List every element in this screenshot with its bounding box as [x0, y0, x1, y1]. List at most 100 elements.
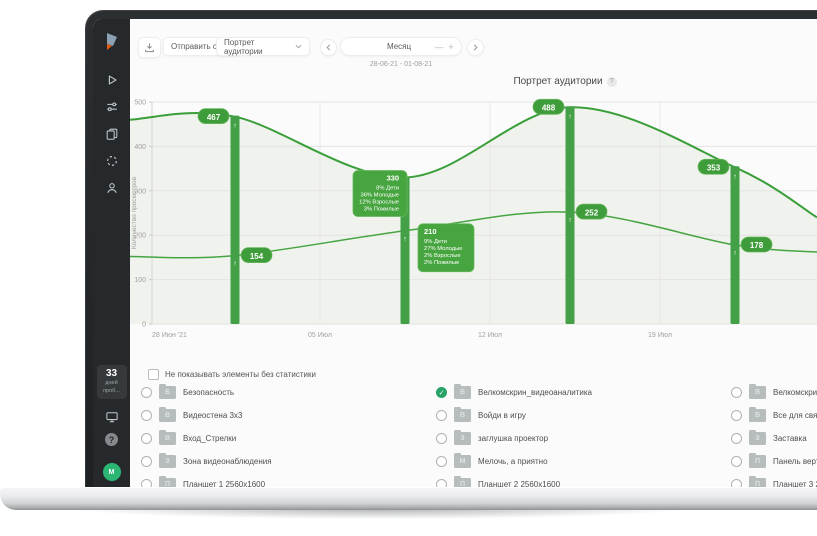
radio-unchecked[interactable] [141, 479, 152, 487]
radio-unchecked[interactable] [436, 433, 447, 444]
report-type-dropdown[interactable]: Портрет аудитории [216, 37, 310, 56]
prev-period-button[interactable] [320, 39, 337, 56]
chart-title-text: Портрет аудитории [513, 76, 603, 87]
filter-item[interactable]: В Видеостена 3x3 [133, 404, 428, 427]
filter-item[interactable]: В Все для связи [723, 404, 817, 427]
trial-badge[interactable]: 33 дней проб... [96, 365, 127, 399]
filter-item-label: Вход_Стрелки [183, 434, 237, 443]
folder-letter: В [754, 389, 761, 396]
folder-icon: В [159, 429, 176, 445]
period-selector[interactable]: Месяц — + [340, 37, 462, 56]
radio-unchecked[interactable] [731, 433, 742, 444]
value-badge-text: 178 [750, 241, 764, 250]
radio-unchecked[interactable] [141, 387, 152, 398]
breakdown-tooltip [417, 223, 475, 273]
radio-unchecked[interactable] [436, 479, 447, 487]
filter-item[interactable]: П Планшет 1 2560x1600 [133, 473, 428, 487]
tooltip-breakdown-line: 2% Взрослые [424, 253, 461, 259]
spinner-icon[interactable] [105, 154, 119, 168]
filter-column: ✓ В Велкомскрин_видеоаналитика В Войди в игр… [428, 381, 723, 487]
chevron-right-icon [472, 44, 479, 51]
arrow-up-icon: ↑ [733, 250, 737, 257]
trial-days: 33 [105, 368, 118, 380]
filter-column: В Велкомскрин_видеоаналитика В Все для связ… [723, 381, 817, 487]
filter-item[interactable]: П Панель вертикальная внутренняя [723, 450, 817, 473]
radio-unchecked[interactable] [141, 410, 152, 421]
value-badge-text: 488 [542, 104, 556, 113]
arrow-up-icon: ↑ [403, 236, 407, 243]
zoom-in-button[interactable]: + [448, 41, 454, 52]
download-icon [144, 42, 155, 53]
documents-icon[interactable] [105, 127, 119, 141]
y-tick-label: 300 [134, 188, 146, 195]
tooltip-breakdown-line: 9% Дети [424, 239, 447, 245]
filter-item[interactable]: З Заставка [723, 427, 817, 450]
help-icon[interactable]: ? [105, 433, 118, 446]
filter-item[interactable]: П Планшет 2 2560x1600 [428, 473, 723, 487]
sidebar-nav [105, 73, 119, 195]
filter-item-label: Зона видеонаблюдения [183, 457, 272, 466]
folder-icon: З [454, 429, 471, 445]
filter-item[interactable]: В Войди в игру [428, 404, 723, 427]
hide-without-stats-label: Не показывать элементы без статистики [165, 370, 316, 379]
tooltip-breakdown-line: 8% Дети [376, 185, 399, 191]
equalizer-icon[interactable] [105, 100, 119, 114]
filter-item-label: Войди в игру [478, 411, 526, 420]
folder-icon: В [454, 406, 471, 422]
next-period-button[interactable] [467, 39, 484, 56]
value-badge [740, 236, 773, 253]
folder-icon: В [749, 383, 766, 399]
filter-item[interactable]: ✓ В Велкомскрин_видеоаналитика [428, 381, 723, 404]
folder-letter: П [164, 481, 171, 487]
user-icon[interactable] [105, 181, 119, 195]
date-range-label: 28-06-21 - 01-08-21 [369, 61, 433, 68]
value-badge [532, 98, 565, 115]
filter-item[interactable]: Б Безопасность [133, 381, 428, 404]
radio-unchecked[interactable] [436, 456, 447, 467]
radio-unchecked[interactable] [731, 479, 742, 487]
folder-icon: М [454, 452, 471, 468]
chevron-down-icon [295, 43, 302, 50]
folder-icon: П [749, 475, 766, 487]
audience-chart[interactable]: 500 400 300 200 100 0 Количество просмотров 28 … [130, 85, 817, 377]
radio-unchecked[interactable] [731, 387, 742, 398]
laptop-screen-frame: 33 дней проб... ? М [85, 10, 817, 489]
avatar[interactable]: М [102, 463, 121, 481]
filter-item[interactable]: В Вход_Стрелки [133, 427, 428, 450]
filter-item[interactable]: В Велкомскрин_видеоаналитика [723, 381, 817, 404]
radio-unchecked[interactable] [141, 456, 152, 467]
value-badge-text: 467 [207, 113, 221, 122]
display-icon[interactable] [105, 411, 119, 423]
folder-letter: В [164, 435, 171, 442]
hide-without-stats-checkbox[interactable] [148, 369, 159, 380]
radio-unchecked[interactable] [731, 456, 742, 467]
filter-item[interactable]: М Мелочь, а приятно [428, 450, 723, 473]
tooltip-breakdown-line: 36% Молодые [360, 192, 399, 198]
download-report-button[interactable] [138, 37, 161, 58]
zoom-out-button[interactable]: — [434, 41, 444, 52]
folder-letter: В [459, 412, 466, 419]
radio-checked[interactable]: ✓ [436, 387, 447, 398]
folder-icon: В [159, 406, 176, 422]
radio-unchecked[interactable] [731, 410, 742, 421]
info-icon[interactable]: ? [606, 76, 617, 87]
data-bar [565, 106, 575, 324]
folder-letter: З [460, 435, 465, 442]
radio-unchecked[interactable] [436, 410, 447, 421]
x-tick-label: 12 Июл [478, 332, 502, 339]
filter-grid: Б Безопасность В Видеостена 3x3 В Вход_Стрелк… [133, 381, 817, 487]
folder-letter: П [459, 481, 466, 487]
play-icon[interactable] [105, 73, 119, 87]
tooltip-value: 210 [424, 227, 437, 236]
hide-without-stats-row[interactable]: Не показывать элементы без статистики [148, 369, 316, 380]
laptop-base [0, 487, 817, 510]
x-tick-label: 05 Июл [308, 332, 332, 339]
trial-caption-2: проб... [103, 387, 120, 394]
filter-item[interactable]: П Планшет 3 2560x1600 [723, 473, 817, 487]
filter-item[interactable]: З Зона видеонаблюдения [133, 450, 428, 473]
sidebar: 33 дней проб... ? М [93, 19, 130, 487]
radio-unchecked[interactable] [141, 433, 152, 444]
y-tick-label: 100 [134, 277, 146, 284]
tooltip-breakdown-line: 27% Молодые [424, 246, 463, 252]
